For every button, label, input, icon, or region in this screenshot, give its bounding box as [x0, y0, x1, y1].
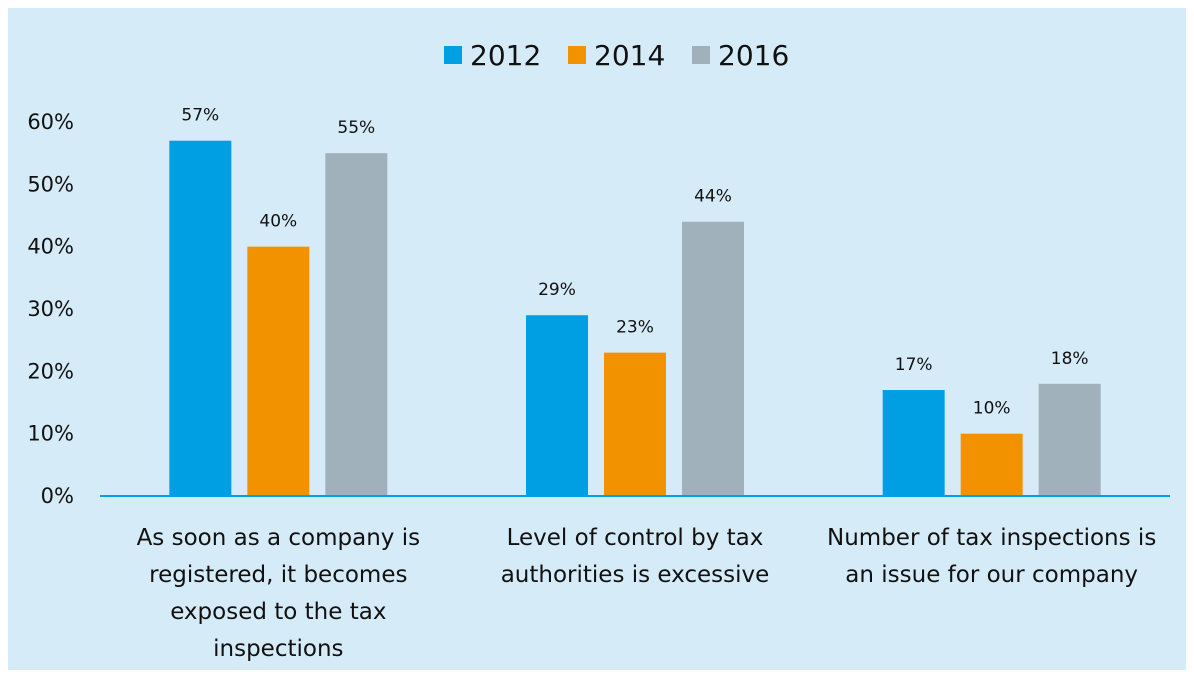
data-label: 44% — [694, 187, 732, 207]
bar-2016 — [325, 153, 388, 496]
bar-2016 — [1038, 383, 1101, 496]
bar-2012 — [169, 140, 232, 496]
data-label: 40% — [259, 212, 297, 232]
bar-2014 — [247, 246, 310, 496]
legend-swatch-2016 — [692, 46, 710, 64]
category-labels: As soon as a company is registered, it be… — [137, 525, 1157, 662]
y-axis-ticks: 0% 10% 20% 30% 40% 50% 60% — [27, 110, 74, 508]
legend: 2012 2014 2016 — [444, 39, 789, 72]
y-tick-label: 40% — [27, 235, 74, 259]
bar-chart: 2012 2014 2016 0% 10% 20% 30% 40% 50% 60% 57% 40%… — [27, 39, 1170, 662]
data-labels: 57% 40% 55% 29% 23% 44% 17% 10% 18% — [181, 106, 1088, 419]
data-label: 23% — [616, 318, 654, 338]
data-label: 55% — [337, 118, 375, 138]
y-tick-label: 60% — [27, 110, 74, 134]
bars — [169, 140, 1101, 496]
y-tick-label: 10% — [27, 422, 74, 446]
data-label: 57% — [181, 106, 219, 126]
data-label: 29% — [538, 280, 576, 300]
bar-2016 — [682, 221, 744, 496]
data-label: 17% — [895, 355, 933, 375]
y-tick-label: 50% — [27, 172, 74, 196]
category-label: Level of control by tax authorities is ex… — [501, 525, 770, 588]
y-tick-label: 0% — [41, 484, 74, 508]
legend-label-2016: 2016 — [718, 39, 789, 72]
y-tick-label: 20% — [27, 359, 74, 383]
bar-2012 — [882, 390, 945, 496]
bar-2014 — [604, 352, 666, 496]
category-label: As soon as a company is registered, it be… — [137, 525, 421, 662]
data-label: 18% — [1051, 349, 1089, 369]
legend-swatch-2012 — [444, 46, 462, 64]
bar-2012 — [526, 315, 588, 496]
chart-frame: 2012 2014 2016 0% 10% 20% 30% 40% 50% 60% 57% 40%… — [8, 8, 1186, 670]
y-tick-label: 30% — [27, 297, 74, 321]
bar-2014 — [960, 433, 1023, 496]
data-label: 10% — [973, 399, 1011, 419]
legend-label-2012: 2012 — [470, 39, 541, 72]
legend-swatch-2014 — [568, 46, 586, 64]
category-label: Number of tax inspections is an issue for… — [827, 525, 1156, 588]
legend-label-2014: 2014 — [594, 39, 665, 72]
